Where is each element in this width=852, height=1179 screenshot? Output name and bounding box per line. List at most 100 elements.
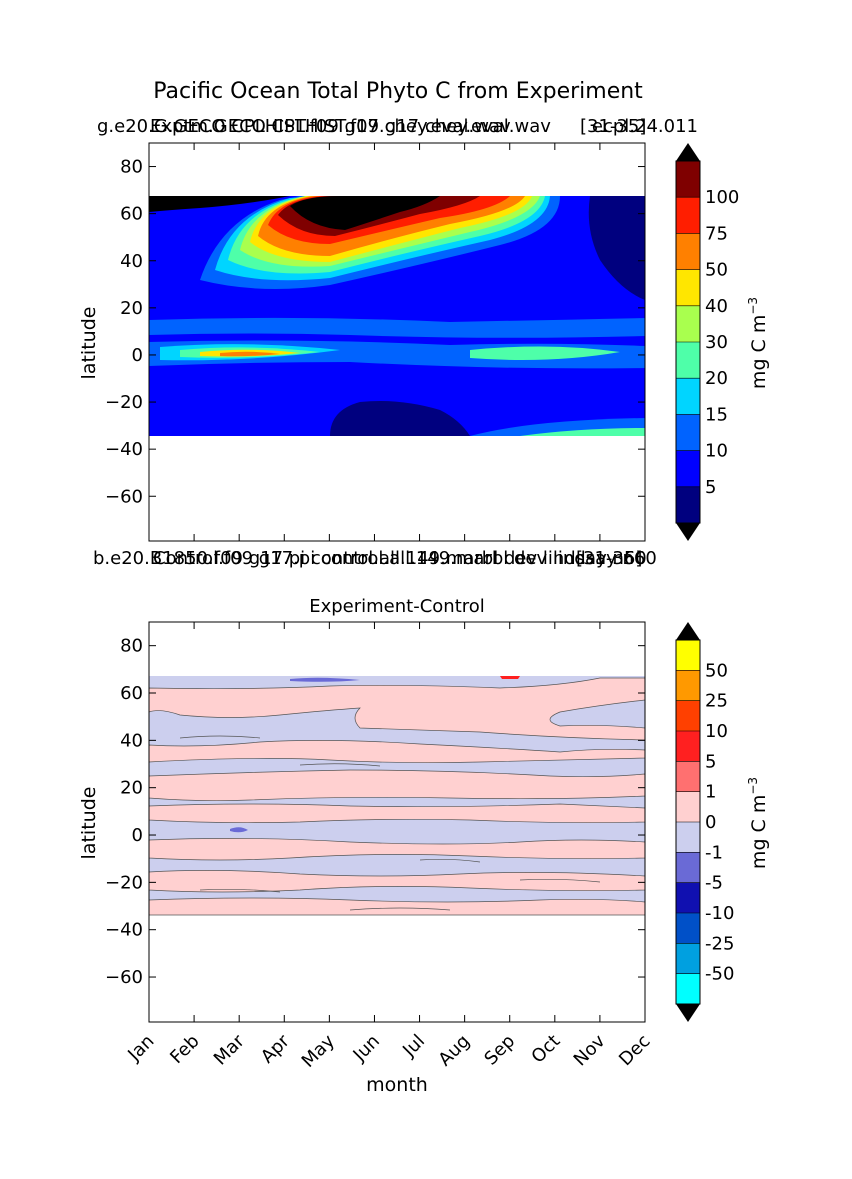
colorbar-segment [676,305,700,342]
diff-band-positive [149,677,645,741]
x-tick-label: Sep [480,1031,519,1070]
x-tick-label: Mar [210,1030,249,1069]
y-tick-label: 80 [120,636,143,657]
panel2-title-left: b.e20.B1850.f09 g17.pi control.all.149.m… [93,548,647,569]
panel1-colorbar-label-text: mg C m [748,315,770,389]
colorbar-tick-label: -1 [705,842,723,863]
panel2-title-overprint: Control.f09 g17.pi control.all.149.marbl… [153,548,657,569]
colorbar-tick-label: 75 [705,223,728,244]
colorbar-segment [676,791,700,822]
colorbar-segment [676,822,700,853]
colorbar-tick-label: -25 [705,933,734,954]
panel2-field-pos-spot [500,676,520,679]
diff-contour-line [199,888,281,893]
panel1-title-right: [31-35] [580,116,646,137]
colorbar-segment [676,913,700,944]
x-tick-label: Apr [257,1030,294,1067]
y-tick-label: 0 [132,825,143,846]
panel1-field-northeast-low [588,196,645,300]
x-tick-label: Nov [570,1030,610,1070]
diff-band-positive [149,897,645,916]
y-tick-label: 40 [120,730,143,751]
panel1-y-label: latitude [78,307,100,380]
colorbar-tick-label: 5 [705,477,716,498]
panel2-field-neg-spot [290,677,360,682]
y-tick-label: 60 [120,204,143,225]
colorbar-segment [676,943,700,974]
panel2-x-label: month [366,1074,428,1096]
panel2-colorbar-label-text: mg C m [748,795,770,869]
panel2-title-right: [31-35] [576,548,642,569]
colorbar-tick-label: 100 [705,187,739,208]
colorbar-tick-label: 10 [705,721,728,742]
colorbar-segment [676,670,700,701]
colorbar-segment [676,731,700,762]
panel1-y-axis: 80 60 40 20 0 −20 −40 −60 [105,157,645,507]
colorbar-tick-label: 5 [705,751,716,772]
colorbar-tick-label: 50 [705,660,728,681]
diff-contour-line [519,878,601,883]
panel1-field-band-north-equator [149,317,645,338]
diff-contour-line [349,907,451,911]
panel1-title-left: g.e20.G.GECO CPLHIST.f09 g17.chey.eval.w… [97,116,511,137]
panel1-field-equatorial-green-e [470,346,620,360]
panel-difference: b.e20.B1850.f09 g17.pi control.all.149.m… [78,548,770,1096]
colorbar-segment [676,342,700,379]
colorbar-segment [676,973,700,1004]
panel1-colorbar-label: mg C m−3 [746,297,770,389]
colorbar-tick-label: 15 [705,404,728,425]
panel1-field-south-east-green [520,428,645,436]
y-tick-label: −40 [105,920,143,941]
x-tick-label: Jun [349,1031,384,1066]
colorbar-segment [676,414,700,451]
colorbar-tick-label: 25 [705,691,728,712]
colorbar-frame [675,639,701,1005]
panel1-field-southern-low [330,401,470,436]
panel2-subtitle: Experiment-Control [309,596,485,617]
y-tick-label: −20 [105,872,143,893]
x-tick-label: Dec [615,1031,654,1070]
panel1-field-bloom-over [290,196,440,230]
y-tick-label: −60 [105,967,143,988]
panel1-title-overprint: Exptm.GECO CPLHIST.f09 g17.chey.eval.wav [150,116,551,137]
y-tick-label: 0 [132,345,143,366]
colorbar-segment [676,233,700,270]
colorbar-extend-min [676,1004,700,1022]
x-tick-label: Oct [527,1031,564,1068]
panel2-field-neg-spot-eq [230,827,248,833]
x-tick-label: May [298,1030,339,1071]
colorbar-extend-max [676,143,700,161]
colorbar-extend-max [676,622,700,640]
colorbar-segment [676,700,700,731]
colorbar-segment [676,378,700,415]
colorbar-segment [676,450,700,487]
colorbar-tick-label: 20 [705,368,728,389]
panel2-y-label: latitude [78,787,100,860]
x-tick-label: Jul [398,1031,429,1062]
panel1-field-equatorial-orange [220,351,280,357]
panel2-colorbar-label-sup: −3 [746,777,760,795]
x-tick-label: Aug [434,1031,474,1071]
colorbar-tick-label: -10 [705,903,734,924]
colorbar-tick-label: -5 [705,873,723,894]
colorbar-tick-label: 50 [705,260,728,281]
figure-title: Pacific Ocean Total Phyto C from Experim… [153,79,643,104]
panel1-axes-frame [148,142,646,542]
diff-contour-line [179,735,261,739]
colorbar-segment [676,486,700,523]
colorbar-tick-label: 30 [705,332,728,353]
diff-band-positive [149,838,645,861]
panel1-field-arctic-edge [149,196,290,212]
panel2-axes-frame [148,621,646,1023]
panel1-title-tail: ecpl.24.011 [592,116,698,137]
diff-contour-line [299,763,381,767]
colorbar-segment [676,161,700,198]
y-tick-label: 20 [120,298,143,319]
panel1-x-axis [193,143,601,541]
panel1-contour-field [149,196,645,436]
y-tick-label: −60 [105,486,143,507]
x-tick-label: Jan [123,1031,158,1066]
colorbar-segment [676,882,700,913]
